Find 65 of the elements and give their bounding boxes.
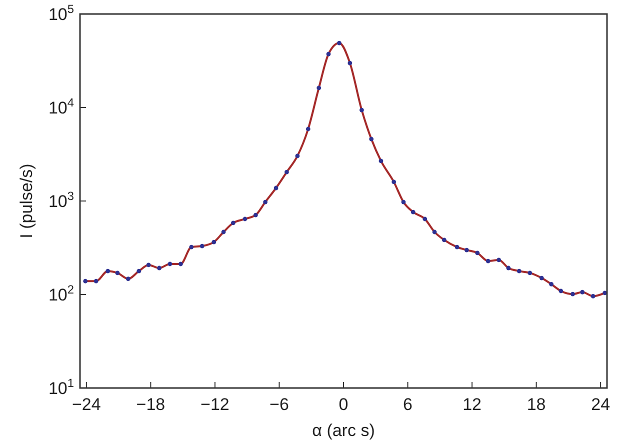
x-tick-label: 6 — [403, 395, 413, 414]
point — [337, 40, 342, 46]
point — [422, 216, 428, 222]
point — [486, 258, 490, 264]
point — [506, 266, 511, 270]
point — [369, 136, 374, 142]
point — [442, 238, 446, 242]
point — [454, 244, 460, 250]
point — [549, 282, 554, 286]
point — [168, 262, 172, 266]
x-tick-label: −6 — [270, 395, 289, 414]
x-axis-title: α (arc s) — [312, 421, 375, 440]
point — [432, 230, 437, 234]
y-tick-label: 10$^{1}$ — [48, 376, 74, 398]
point — [253, 212, 258, 218]
point — [580, 290, 585, 294]
point — [230, 220, 236, 226]
point — [94, 278, 98, 284]
point — [115, 270, 120, 276]
point — [410, 210, 416, 214]
x-tick-label: −24 — [72, 395, 101, 414]
point — [157, 266, 162, 270]
point — [570, 292, 575, 296]
point — [146, 262, 151, 268]
point — [274, 186, 278, 190]
point — [126, 276, 130, 282]
x-tick-label: 24 — [591, 395, 610, 414]
point — [516, 268, 522, 274]
point — [590, 294, 596, 298]
point — [295, 154, 300, 158]
point — [539, 276, 544, 280]
point — [316, 86, 322, 90]
point — [360, 108, 364, 112]
x-tick-label: 12 — [462, 395, 482, 414]
y-tick-label: 10$^{4}$ — [48, 96, 74, 118]
point — [401, 200, 406, 204]
point — [284, 170, 289, 174]
point — [178, 262, 183, 266]
point — [378, 158, 384, 164]
point — [83, 278, 88, 284]
point — [528, 270, 532, 276]
x-tick-label: −18 — [136, 395, 166, 414]
point — [558, 288, 564, 294]
point — [464, 248, 469, 252]
point — [496, 258, 502, 262]
y-tick-label: 10$^{3}$ — [48, 189, 74, 211]
y-tick-label: 10$^{2}$ — [48, 282, 74, 304]
point — [475, 250, 480, 256]
point — [212, 240, 216, 244]
point — [263, 200, 268, 204]
x-tick-label: −12 — [200, 395, 230, 414]
point — [242, 216, 248, 222]
x-tick-label: 18 — [526, 395, 546, 414]
y-tick-label: 10$^{5}$ — [48, 2, 74, 24]
point — [189, 244, 194, 250]
y-axis-title: I (pulse/s) — [17, 164, 36, 238]
point — [326, 52, 331, 56]
x-tick-label: 0 — [338, 395, 348, 414]
point — [200, 244, 204, 248]
point — [106, 268, 110, 274]
point — [221, 230, 226, 234]
point — [306, 126, 310, 132]
point — [348, 60, 352, 66]
point — [136, 268, 142, 274]
point — [392, 180, 396, 184]
